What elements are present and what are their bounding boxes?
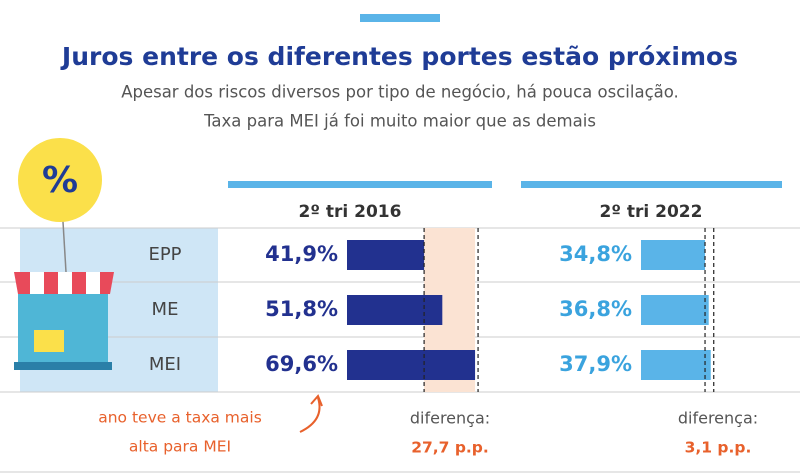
arrow-head [310,394,323,407]
panel-title: 2º tri 2016 [299,202,402,222]
difference-title: diferença: [678,409,758,428]
svg-text:%: % [42,160,78,201]
shop-icon: % [14,138,114,370]
difference: 3,1 p.p. [685,439,752,457]
value-label: 34,8% [559,242,632,266]
bar [347,295,443,325]
difference-title: diferença: [410,409,490,428]
row-lines [0,227,800,473]
bar [641,350,711,380]
chart-title: Juros entre os diferentes portes estão p… [60,42,738,71]
arrow [299,397,321,433]
bar [347,240,425,270]
value-label: 51,8% [265,297,338,321]
difference: 27,7 p.p. [411,439,489,457]
bar [347,350,476,380]
panel-header-bar [521,181,782,188]
value-label: 36,8% [559,297,632,321]
bar [641,240,706,270]
category-label: EPP [148,244,181,265]
decor-bar [360,14,440,22]
panel-title: 2º tri 2022 [600,202,703,222]
bar [641,295,709,325]
panel-header-bar [228,181,492,188]
value-label: 69,6% [265,352,338,376]
value-label: 41,9% [265,242,338,266]
annotation: alta para MEI [129,438,231,456]
value-label: 37,9% [559,352,632,376]
annotation: ano teve a taxa mais [98,409,262,427]
subtitle: Apesar dos riscos diversos por tipo de n… [121,83,679,102]
category-label: MEI [149,354,181,375]
category-label: ME [152,299,179,320]
subtitle: Taxa para MEI já foi muito maior que as … [203,112,596,131]
